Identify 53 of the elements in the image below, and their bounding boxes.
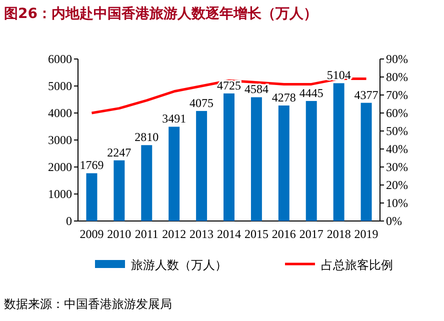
data-label: 3491	[162, 112, 186, 126]
x-tick-label: 2018	[326, 227, 351, 241]
x-tick-label: 2013	[190, 227, 214, 241]
legend-label: 旅游人数（万人）	[131, 258, 227, 272]
data-label: 1769	[80, 158, 104, 172]
y2-tick-label: 30%	[386, 160, 408, 174]
data-label: 2247	[107, 145, 132, 160]
x-tick-label: 2010	[107, 227, 132, 241]
y2-tick-label: 50%	[386, 124, 408, 138]
x-tick-label: 2015	[244, 227, 268, 241]
y-tick-label: 4000	[48, 106, 72, 120]
bar	[278, 105, 290, 221]
y2-tick-label: 80%	[386, 70, 408, 84]
y-tick-label: 6000	[48, 52, 72, 66]
y-tick-label: 0	[66, 214, 72, 228]
bar	[114, 160, 125, 221]
x-tick-label: 2019	[354, 227, 378, 241]
bar	[224, 93, 234, 221]
x-tick-label: 2014	[217, 227, 241, 241]
y2-tick-label: 90%	[386, 52, 408, 66]
y2-tick-label: 70%	[386, 88, 408, 102]
bar	[250, 97, 262, 221]
y2-tick-label: 10%	[386, 196, 408, 210]
y2-tick-label: 60%	[386, 106, 408, 120]
x-tick-label: 2017	[299, 227, 324, 241]
data-label: 4445	[299, 86, 324, 100]
data-label: 2810	[134, 130, 159, 144]
y2-tick-label: 20%	[386, 178, 408, 192]
chart-title: 图26：内地赴中国香港旅游人数逐年增长（万人）	[4, 6, 318, 22]
data-label: 4075	[190, 96, 214, 110]
source-note: 数据来源：中国香港旅游发展局	[4, 297, 172, 311]
bar	[196, 110, 208, 221]
y2-tick-label: 40%	[386, 142, 408, 156]
y-tick-label: 3000	[48, 133, 72, 147]
x-tick-label: 2016	[272, 227, 296, 241]
bar	[168, 126, 180, 221]
bar	[86, 173, 98, 221]
y-tick-label: 5000	[48, 79, 72, 93]
x-tick-label: 2012	[162, 227, 186, 241]
data-label: 4377	[354, 88, 378, 102]
bar	[333, 83, 344, 221]
bar	[141, 145, 152, 221]
x-tick-label: 2011	[134, 227, 158, 241]
y2-tick-label: 0%	[386, 214, 402, 228]
data-label: 4278	[272, 90, 296, 104]
x-tick-label: 2009	[80, 227, 104, 241]
bar	[306, 100, 317, 221]
y-tick-label: 1000	[48, 187, 72, 201]
data-label: 4725	[217, 78, 241, 92]
legend-label: 占总旅客比例	[321, 258, 393, 272]
y-tick-label: 2000	[48, 160, 72, 174]
data-label: 4584	[244, 82, 268, 96]
bar	[360, 102, 372, 221]
